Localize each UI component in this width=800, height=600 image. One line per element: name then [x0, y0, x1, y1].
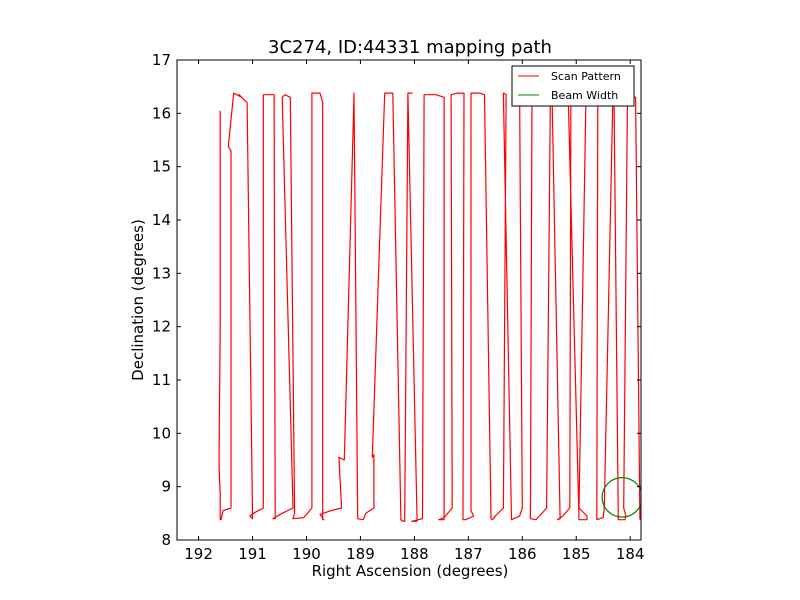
x-tick-label: 185 [562, 545, 591, 563]
legend-box [511, 65, 635, 107]
axes-frame [176, 59, 642, 541]
x-tick-label: 191 [238, 545, 267, 563]
x-tick-label: 189 [346, 545, 375, 563]
y-tick-label: 13 [152, 264, 171, 282]
y-tick-label: 12 [152, 318, 171, 336]
y-tick-label: 11 [152, 371, 171, 389]
legend-label-beam-width: Beam Width [551, 89, 618, 102]
x-tick-label: 184 [616, 545, 645, 563]
x-tick-label: 187 [454, 545, 483, 563]
x-axis-title: Right Ascension (degrees) [312, 562, 509, 580]
series-scan-pattern-line [218, 92, 641, 522]
y-tick-label: 17 [152, 51, 171, 69]
y-tick-label: 8 [161, 531, 171, 549]
plot-area: 192 191 190 189 188 187 186 185 184 8 9 10 11 12 13 14… [152, 51, 645, 563]
y-tick-label: 15 [152, 158, 171, 176]
y-axis: 8 9 10 11 12 13 14 15 16 17 [152, 51, 641, 549]
x-tick-label: 192 [184, 545, 213, 563]
y-tick-label: 14 [152, 211, 171, 229]
x-tick-label: 188 [400, 545, 429, 563]
legend-label-scan-pattern: Scan Pattern [551, 70, 621, 83]
series-beam-width-circle [601, 477, 641, 518]
chart-title: 3C274, ID:44331 mapping path [268, 37, 552, 58]
x-tick-label: 190 [292, 545, 321, 563]
y-axis-title: Declination (degrees) [129, 219, 147, 381]
legend: Scan Pattern Beam Width [511, 65, 635, 107]
x-axis: 192 191 190 189 188 187 186 185 184 [184, 60, 645, 563]
y-tick-label: 16 [152, 104, 171, 122]
y-tick-label: 9 [161, 478, 171, 496]
x-tick-label: 186 [508, 545, 537, 563]
y-tick-label: 10 [152, 424, 171, 442]
